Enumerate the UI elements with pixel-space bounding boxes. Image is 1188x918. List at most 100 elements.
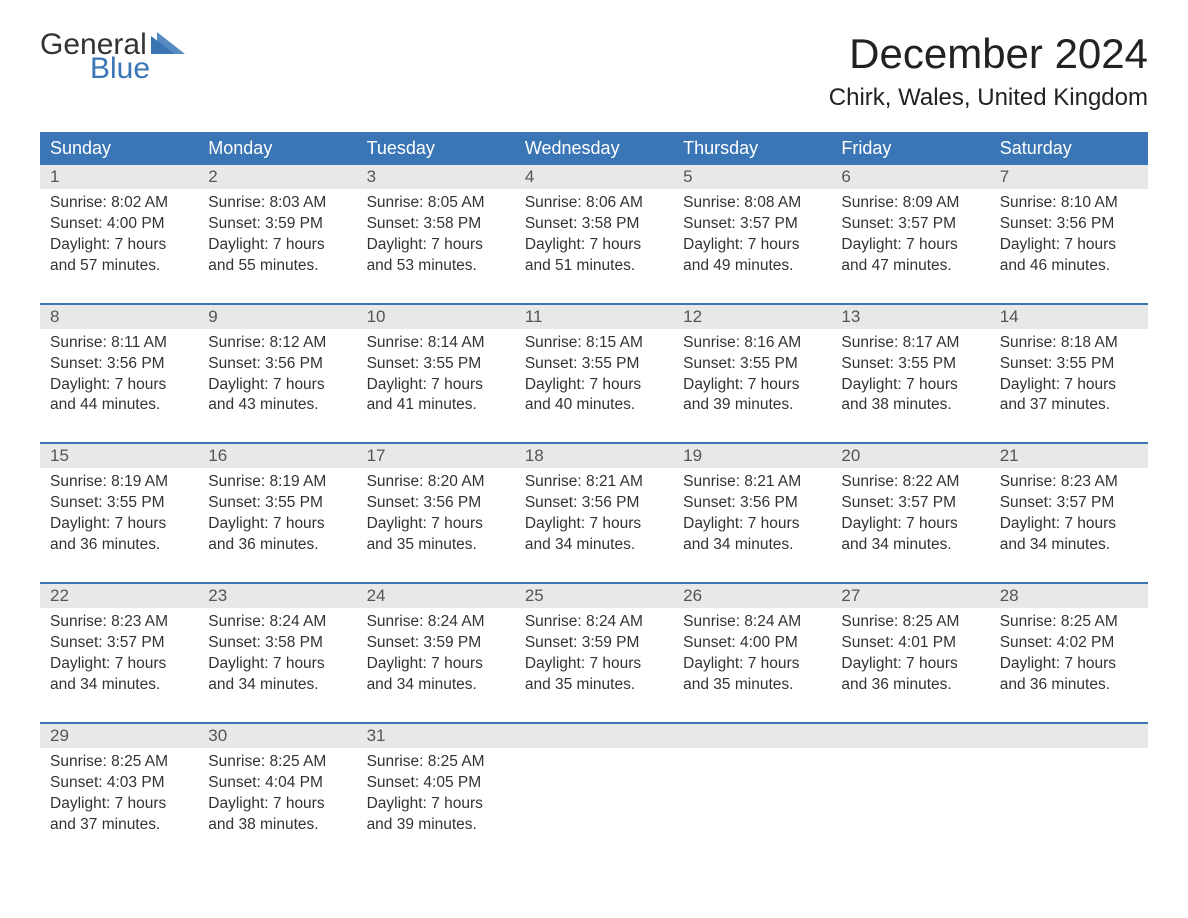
day-number: 16 <box>198 444 356 468</box>
sunset-text: Sunset: 3:55 PM <box>1000 354 1138 375</box>
day-number: 5 <box>673 165 831 189</box>
daylight-text-2: and 53 minutes. <box>367 256 505 277</box>
day-cell <box>831 748 989 846</box>
daylight-text-1: Daylight: 7 hours <box>208 654 346 675</box>
sunset-text: Sunset: 3:58 PM <box>525 214 663 235</box>
day-number: 8 <box>40 305 198 329</box>
daylight-text-1: Daylight: 7 hours <box>50 794 188 815</box>
day-cell <box>515 748 673 846</box>
day-cell: Sunrise: 8:02 AMSunset: 4:00 PMDaylight:… <box>40 189 198 287</box>
sunrise-text: Sunrise: 8:09 AM <box>841 193 979 214</box>
title-block: December 2024 Chirk, Wales, United Kingd… <box>829 30 1148 112</box>
week-row: 293031Sunrise: 8:25 AMSunset: 4:03 PMDay… <box>40 722 1148 846</box>
sunrise-text: Sunrise: 8:25 AM <box>1000 612 1138 633</box>
day-cell <box>990 748 1148 846</box>
day-number: 26 <box>673 584 831 608</box>
sunrise-text: Sunrise: 8:12 AM <box>208 333 346 354</box>
daylight-text-2: and 34 minutes. <box>525 535 663 556</box>
day-number: 30 <box>198 724 356 748</box>
daylight-text-1: Daylight: 7 hours <box>841 235 979 256</box>
day-cell: Sunrise: 8:24 AMSunset: 3:59 PMDaylight:… <box>357 608 515 706</box>
daylight-text-1: Daylight: 7 hours <box>367 235 505 256</box>
daylight-text-2: and 34 minutes. <box>841 535 979 556</box>
daylight-text-1: Daylight: 7 hours <box>208 794 346 815</box>
day-cell: Sunrise: 8:21 AMSunset: 3:56 PMDaylight:… <box>673 468 831 566</box>
day-cell: Sunrise: 8:24 AMSunset: 3:58 PMDaylight:… <box>198 608 356 706</box>
daylight-text-1: Daylight: 7 hours <box>367 375 505 396</box>
day-number: 2 <box>198 165 356 189</box>
day-number: 11 <box>515 305 673 329</box>
sunset-text: Sunset: 3:55 PM <box>841 354 979 375</box>
sunrise-text: Sunrise: 8:08 AM <box>683 193 821 214</box>
sunrise-text: Sunrise: 8:24 AM <box>367 612 505 633</box>
dayname-tue: Tuesday <box>357 132 515 165</box>
day-cell: Sunrise: 8:03 AMSunset: 3:59 PMDaylight:… <box>198 189 356 287</box>
sunset-text: Sunset: 3:56 PM <box>683 493 821 514</box>
day-number: 22 <box>40 584 198 608</box>
sunrise-text: Sunrise: 8:18 AM <box>1000 333 1138 354</box>
dayname-sun: Sunday <box>40 132 198 165</box>
week-row: 1234567Sunrise: 8:02 AMSunset: 4:00 PMDa… <box>40 165 1148 287</box>
sunrise-text: Sunrise: 8:24 AM <box>525 612 663 633</box>
day-cell: Sunrise: 8:25 AMSunset: 4:05 PMDaylight:… <box>357 748 515 846</box>
day-cell: Sunrise: 8:05 AMSunset: 3:58 PMDaylight:… <box>357 189 515 287</box>
sunrise-text: Sunrise: 8:05 AM <box>367 193 505 214</box>
daylight-text-2: and 36 minutes. <box>841 675 979 696</box>
dayname-row: Sunday Monday Tuesday Wednesday Thursday… <box>40 132 1148 165</box>
day-number: 7 <box>990 165 1148 189</box>
sunrise-text: Sunrise: 8:22 AM <box>841 472 979 493</box>
day-number: 29 <box>40 724 198 748</box>
daylight-text-2: and 40 minutes. <box>525 395 663 416</box>
daylight-text-1: Daylight: 7 hours <box>1000 514 1138 535</box>
location: Chirk, Wales, United Kingdom <box>829 84 1148 112</box>
calendar: Sunday Monday Tuesday Wednesday Thursday… <box>40 132 1148 845</box>
daylight-text-1: Daylight: 7 hours <box>683 235 821 256</box>
logo: General Blue <box>40 30 189 84</box>
daylight-text-2: and 35 minutes. <box>367 535 505 556</box>
dayname-wed: Wednesday <box>515 132 673 165</box>
day-cell: Sunrise: 8:14 AMSunset: 3:55 PMDaylight:… <box>357 329 515 427</box>
sunset-text: Sunset: 3:56 PM <box>1000 214 1138 235</box>
daylight-text-2: and 34 minutes. <box>208 675 346 696</box>
day-cell: Sunrise: 8:18 AMSunset: 3:55 PMDaylight:… <box>990 329 1148 427</box>
day-cell: Sunrise: 8:23 AMSunset: 3:57 PMDaylight:… <box>990 468 1148 566</box>
daynum-row: 891011121314 <box>40 305 1148 329</box>
sunset-text: Sunset: 3:57 PM <box>683 214 821 235</box>
day-cell: Sunrise: 8:09 AMSunset: 3:57 PMDaylight:… <box>831 189 989 287</box>
day-number: 31 <box>357 724 515 748</box>
day-cell: Sunrise: 8:15 AMSunset: 3:55 PMDaylight:… <box>515 329 673 427</box>
logo-word2: Blue <box>40 54 189 84</box>
day-cell: Sunrise: 8:24 AMSunset: 3:59 PMDaylight:… <box>515 608 673 706</box>
sunrise-text: Sunrise: 8:25 AM <box>841 612 979 633</box>
sunset-text: Sunset: 3:56 PM <box>50 354 188 375</box>
sunset-text: Sunset: 3:55 PM <box>50 493 188 514</box>
daylight-text-2: and 35 minutes. <box>683 675 821 696</box>
daylight-text-1: Daylight: 7 hours <box>1000 375 1138 396</box>
month-title: December 2024 <box>829 30 1148 78</box>
sunset-text: Sunset: 3:55 PM <box>367 354 505 375</box>
day-number: 15 <box>40 444 198 468</box>
daylight-text-2: and 38 minutes. <box>841 395 979 416</box>
daylight-text-1: Daylight: 7 hours <box>683 654 821 675</box>
day-cell <box>673 748 831 846</box>
daylight-text-2: and 41 minutes. <box>367 395 505 416</box>
sunrise-text: Sunrise: 8:25 AM <box>367 752 505 773</box>
day-cell: Sunrise: 8:11 AMSunset: 3:56 PMDaylight:… <box>40 329 198 427</box>
week-row: 22232425262728Sunrise: 8:23 AMSunset: 3:… <box>40 582 1148 706</box>
sunrise-text: Sunrise: 8:02 AM <box>50 193 188 214</box>
daylight-text-1: Daylight: 7 hours <box>50 235 188 256</box>
sunset-text: Sunset: 3:57 PM <box>1000 493 1138 514</box>
sunrise-text: Sunrise: 8:23 AM <box>1000 472 1138 493</box>
daynum-row: 15161718192021 <box>40 444 1148 468</box>
day-cell: Sunrise: 8:19 AMSunset: 3:55 PMDaylight:… <box>40 468 198 566</box>
sunset-text: Sunset: 3:57 PM <box>50 633 188 654</box>
sunset-text: Sunset: 4:05 PM <box>367 773 505 794</box>
daylight-text-1: Daylight: 7 hours <box>208 375 346 396</box>
daylight-text-2: and 44 minutes. <box>50 395 188 416</box>
day-cell: Sunrise: 8:20 AMSunset: 3:56 PMDaylight:… <box>357 468 515 566</box>
daylight-text-2: and 36 minutes. <box>208 535 346 556</box>
sunrise-text: Sunrise: 8:17 AM <box>841 333 979 354</box>
day-number: 14 <box>990 305 1148 329</box>
daylight-text-2: and 39 minutes. <box>683 395 821 416</box>
day-number: 21 <box>990 444 1148 468</box>
